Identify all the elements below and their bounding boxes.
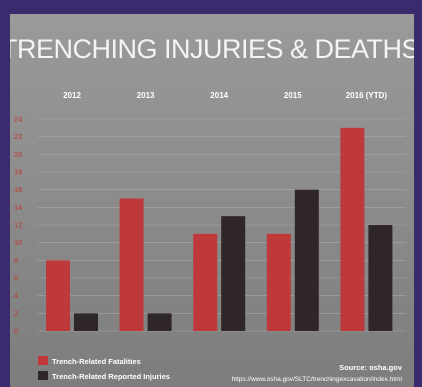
- legend-label-injuries: Trench-Related Reported Injuries: [52, 372, 170, 381]
- y-tick-label: 12: [14, 221, 22, 230]
- bar-injuries-2012: [74, 313, 98, 331]
- y-tick-label: 6: [14, 274, 18, 283]
- bars: [46, 127, 393, 331]
- bar-fatalities-2013: [119, 198, 144, 331]
- bar-fatalities-2015: [266, 233, 291, 331]
- y-tick-label: 18: [14, 168, 22, 177]
- y-tick-label: 4: [14, 291, 18, 300]
- bar-fatalities-2012: [46, 260, 70, 331]
- y-tick-label: 20: [14, 150, 22, 159]
- category-label: 2013: [137, 91, 155, 100]
- category-labels: 2012 2013 2014 2015 2016 (YTD): [63, 91, 387, 100]
- chart: TRENCHING INJURIES & DEATHS 024681012141…: [10, 34, 414, 383]
- category-label: 2016 (YTD): [346, 91, 388, 100]
- source-url: https://www.osha.gov/SLTC/trenchingexcav…: [232, 376, 403, 383]
- category-label: 2014: [210, 91, 228, 100]
- legend-swatch-fatalities: [38, 356, 48, 365]
- legend-label-fatalities: Trench-Related Fatalities: [52, 357, 141, 366]
- category-label: 2015: [284, 91, 302, 100]
- bar-injuries-2014: [221, 216, 246, 331]
- bar-injuries-2013: [147, 313, 172, 331]
- source-label: Source: osha.gov: [339, 363, 403, 372]
- chart-frame: TRENCHING INJURIES & DEATHS 0 2 4 6 8 10 12 14 1…: [10, 14, 414, 387]
- y-tick-label: 14: [14, 203, 22, 212]
- bar-injuries-2015: [294, 189, 319, 331]
- legend: Trench-Related Fatalities Trench-Related…: [38, 356, 170, 381]
- bar-injuries-2016: [368, 225, 393, 331]
- y-tick-label: 8: [14, 256, 18, 265]
- y-tick-label: 16: [14, 185, 22, 194]
- y-tick-label: 22: [14, 132, 22, 141]
- category-label: 2012: [63, 91, 81, 100]
- chart-title: TRENCHING INJURIES & DEATHS: [10, 34, 414, 64]
- bar-fatalities-2014: [193, 233, 218, 331]
- y-tick-label: 24: [14, 115, 22, 124]
- bar-fatalities-2016: [340, 127, 365, 331]
- y-tick-label: 0: [14, 327, 18, 336]
- legend-swatch-injuries: [38, 371, 48, 380]
- y-tick-label: 10: [14, 238, 22, 247]
- y-tick-label: 2: [14, 309, 18, 318]
